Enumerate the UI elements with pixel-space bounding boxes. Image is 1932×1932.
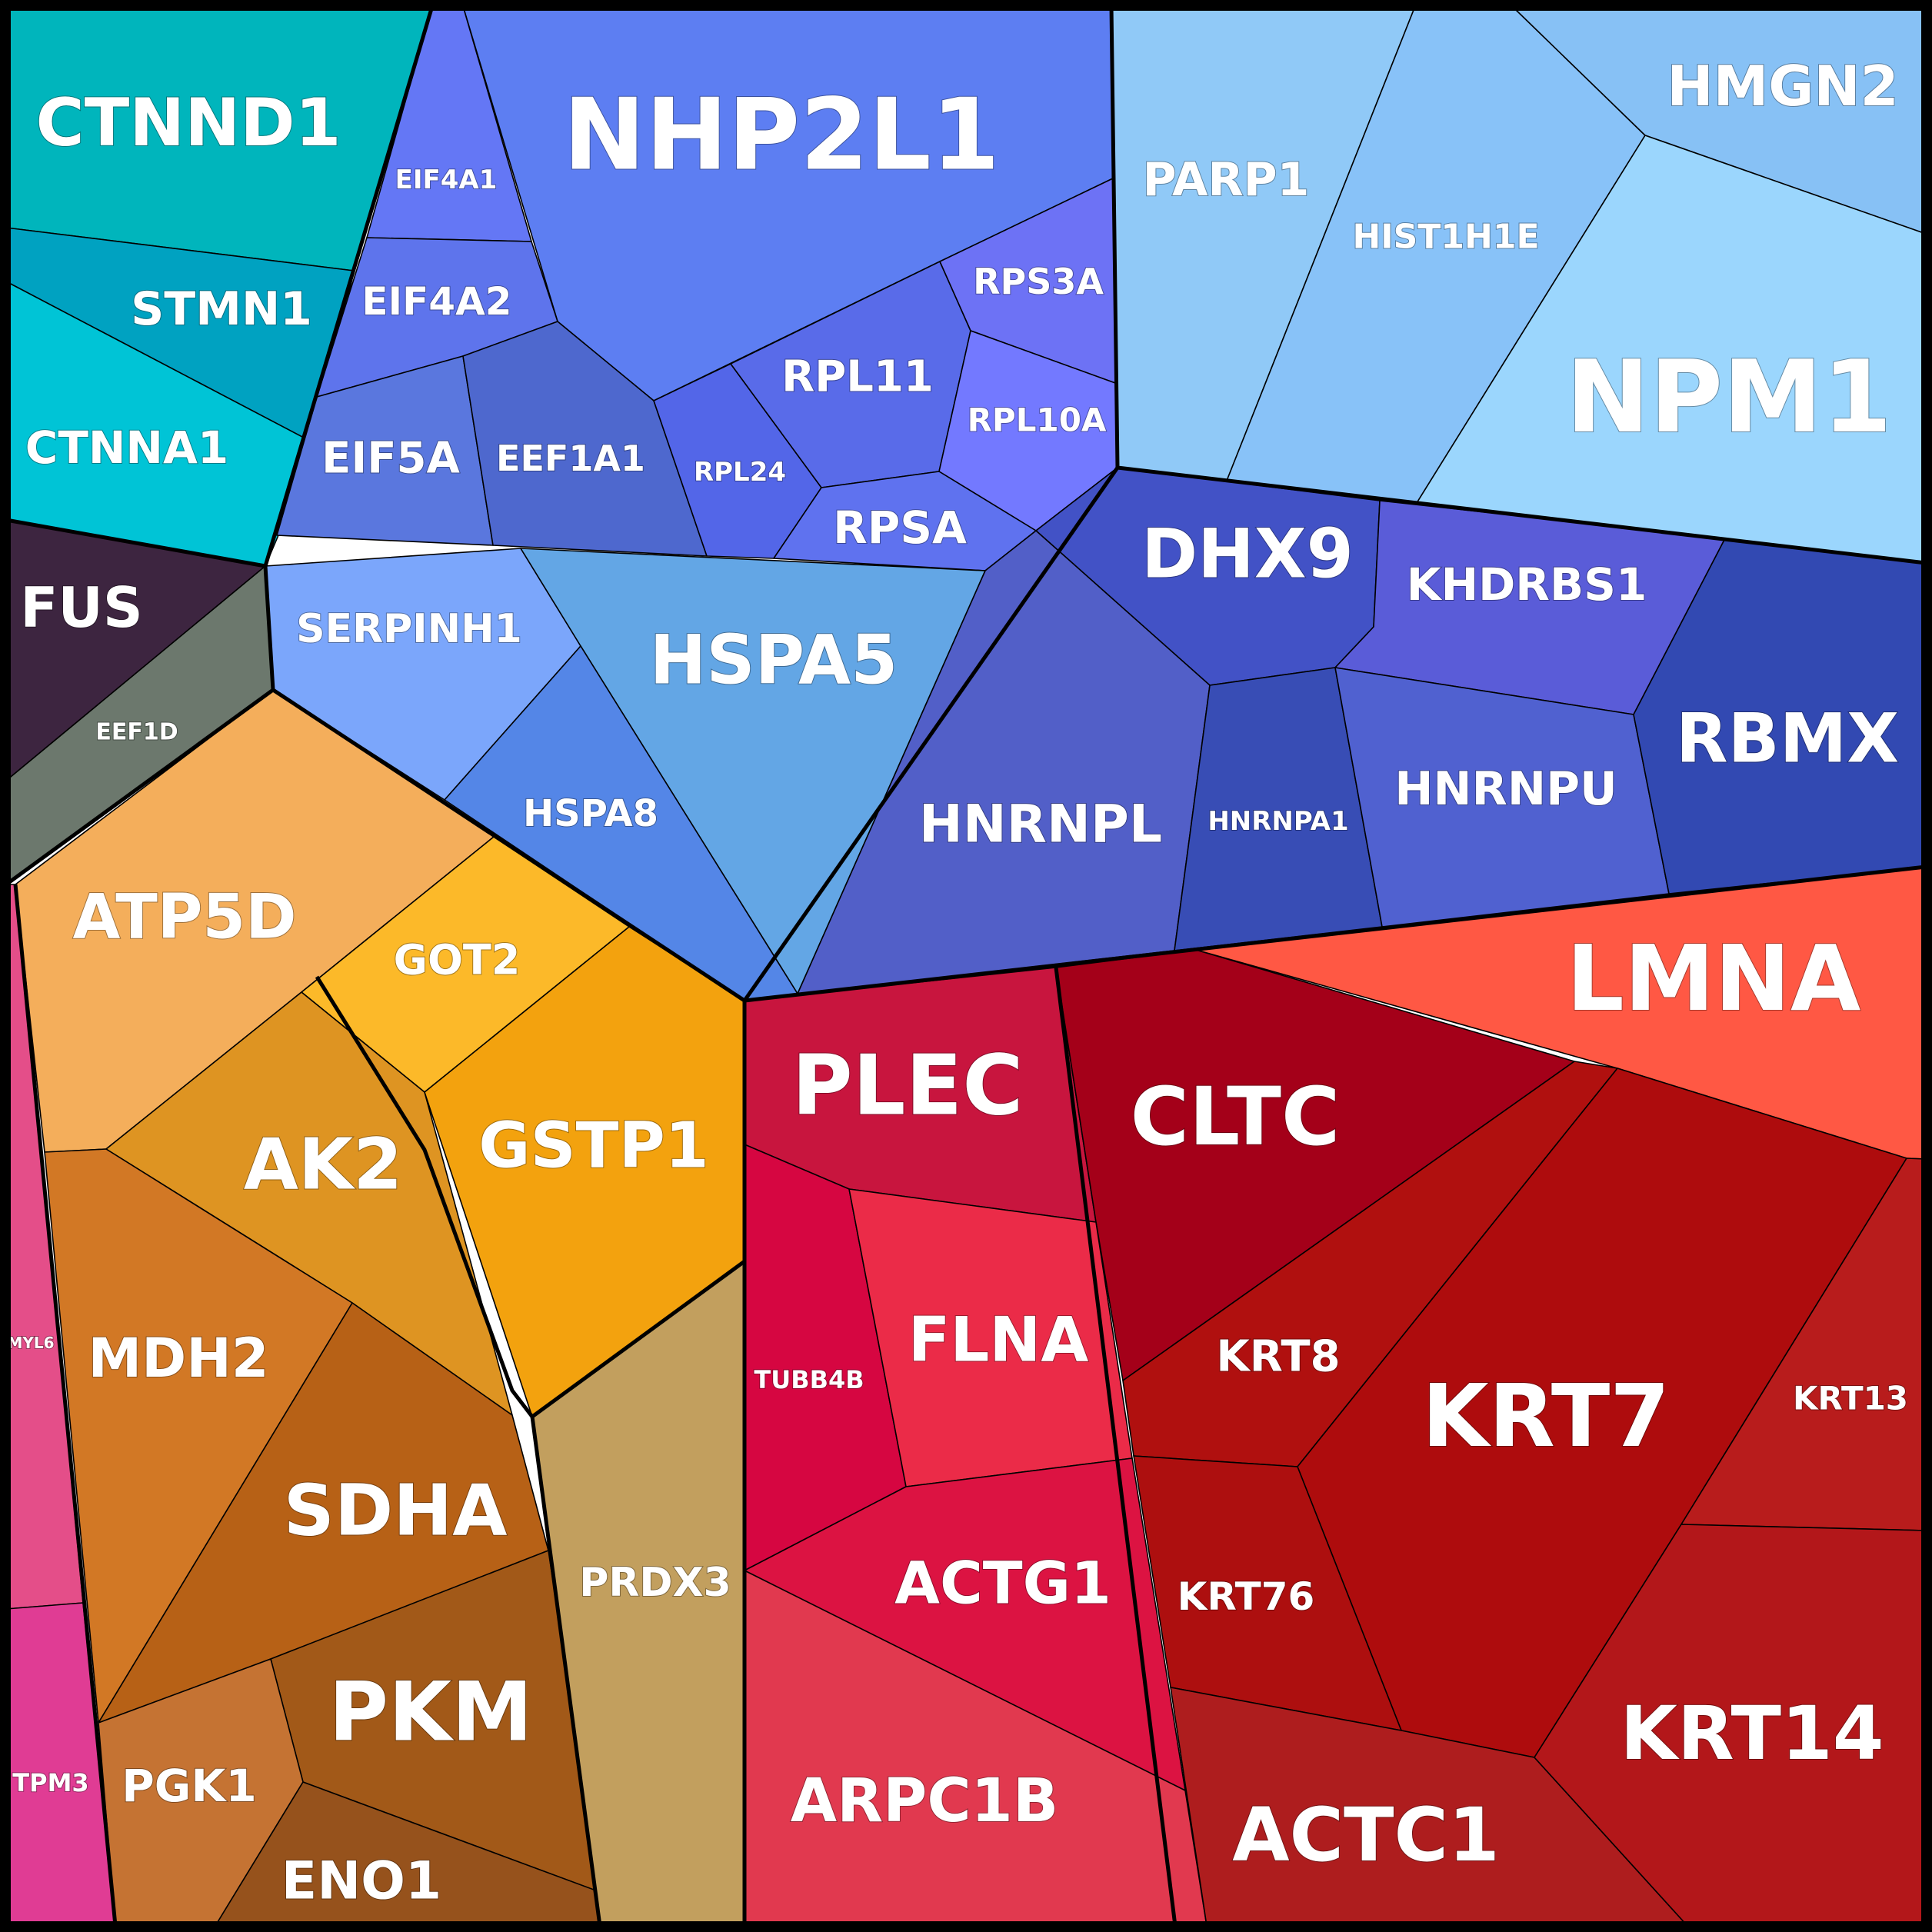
label-hnrnpu: HNRNPU <box>1394 762 1617 816</box>
label-serpinh1: SERPINH1 <box>296 606 522 652</box>
label-eif4a2: EIF4A2 <box>361 279 511 324</box>
label-eif4a1: EIF4A1 <box>395 165 498 195</box>
label-ctnna1: CTNNA1 <box>25 421 228 474</box>
border-teal-blue <box>263 5 435 567</box>
label-pkm: PKM <box>328 1665 532 1760</box>
label-hmgn2: HMGN2 <box>1667 54 1898 118</box>
label-actg1: ACTG1 <box>894 1549 1111 1617</box>
label-prdx3: PRDX3 <box>579 1560 731 1606</box>
label-rpl11: RPL11 <box>781 352 934 402</box>
label-hnrnpl: HNRNPL <box>919 794 1162 855</box>
group-borders <box>5 5 1927 1927</box>
border-fus-orange <box>5 688 275 887</box>
label-rbmx: RBMX <box>1676 699 1899 778</box>
label-flna: FLNA <box>908 1304 1089 1376</box>
label-rps3a: RPS3A <box>973 261 1104 302</box>
label-atp5d: ATP5D <box>73 881 297 953</box>
label-krt8: KRT8 <box>1216 1332 1340 1382</box>
border-pink <box>13 884 118 1927</box>
label-ak2: AK2 <box>244 1124 403 1206</box>
label-actc1: ACTC1 <box>1232 1792 1499 1878</box>
label-khdrbs1: KHDRBS1 <box>1407 558 1647 611</box>
cells-layer <box>5 5 1927 1927</box>
label-npm1: NPM1 <box>1566 338 1892 455</box>
label-mdh2: MDH2 <box>88 1327 268 1390</box>
border-orange-brown <box>315 975 534 1418</box>
label-rpsa: RPSA <box>833 501 967 554</box>
label-got2: GOT2 <box>394 936 521 984</box>
label-krt7: KRT7 <box>1422 1367 1670 1467</box>
label-hist1h1e: HIST1H1E <box>1352 218 1539 257</box>
border-red-inner <box>1054 967 1178 1927</box>
label-plec: PLEC <box>791 1038 1023 1134</box>
label-krt76: KRT76 <box>1178 1574 1315 1619</box>
border-blue-red <box>744 864 1927 1003</box>
label-eno1: ENO1 <box>281 1851 441 1912</box>
label-arpc1b: ARPC1B <box>791 1767 1059 1836</box>
labels-layer: CTNND1 STMN1 CTNNA1 NHP2L1 EIF4A1 EIF4A2 EIF5A… <box>6 53 1909 1913</box>
label-hnrnpa1: HNRNPA1 <box>1208 806 1348 837</box>
label-gstp1: GSTP1 <box>478 1110 708 1183</box>
label-parp1: PARP1 <box>1143 153 1310 207</box>
label-dhx9: DHX9 <box>1141 515 1354 594</box>
label-hspa5: HSPA5 <box>650 621 898 700</box>
label-eef1a1: EEF1A1 <box>496 438 645 479</box>
label-stmn1: STMN1 <box>131 282 312 336</box>
label-eif5a: EIF5A <box>321 434 460 484</box>
label-tubb4b: TUBB4B <box>754 1365 864 1394</box>
border-blue-lower <box>263 466 1120 1003</box>
label-nhp2l1: NHP2L1 <box>563 78 1000 193</box>
label-tpm3: TPM3 <box>12 1768 88 1797</box>
label-myl6: MYL6 <box>7 1334 54 1352</box>
label-hspa8: HSPA8 <box>523 792 658 835</box>
label-pgk1: PGK1 <box>122 1760 256 1812</box>
label-rpl24: RPL24 <box>694 457 786 488</box>
label-sdha: SDHA <box>284 1470 508 1552</box>
label-krt13: KRT13 <box>1793 1380 1908 1417</box>
label-krt14: KRT14 <box>1620 1690 1884 1777</box>
label-lmna: LMNA <box>1567 925 1861 1031</box>
label-rpl10a: RPL10A <box>968 401 1107 439</box>
label-cltc: CLTC <box>1131 1070 1341 1164</box>
border-teal-fus <box>5 518 266 568</box>
label-fus: FUS <box>20 575 143 640</box>
label-eef1d: EEF1D <box>95 719 178 746</box>
label-ctnnd1: CTNND1 <box>36 85 341 162</box>
